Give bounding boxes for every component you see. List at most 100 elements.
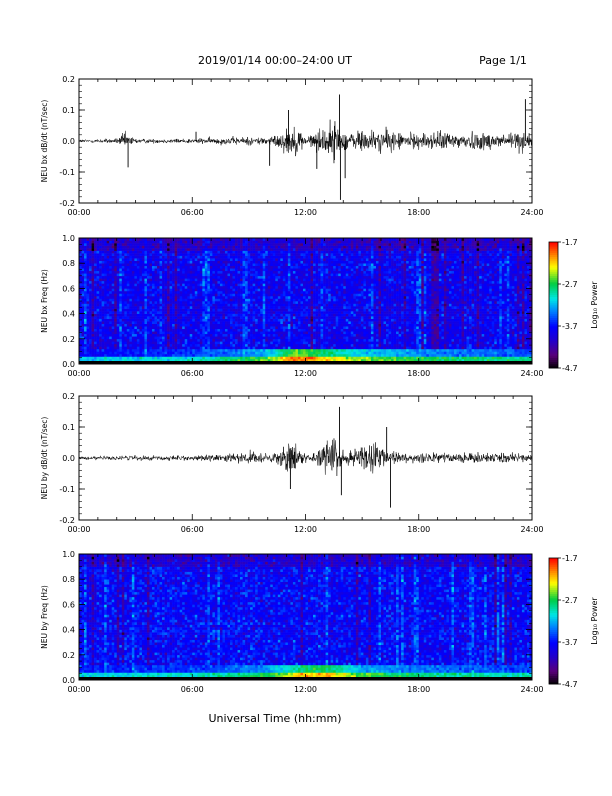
spectrogram-cell (373, 349, 376, 352)
spectrogram-cell (318, 346, 321, 349)
spectrogram-cell (235, 319, 238, 322)
spectrogram-cell (157, 351, 160, 354)
spectrogram-cell (172, 324, 175, 327)
spectrogram-cell (424, 314, 427, 317)
spectrogram-cell (353, 341, 356, 344)
spectrogram-cell (371, 339, 374, 342)
spectrogram-cell (112, 349, 115, 352)
spectrogram-cell (97, 354, 100, 357)
spectrogram-cell (462, 321, 465, 324)
spectrogram-cell (396, 336, 399, 339)
spectrogram-cell (351, 309, 354, 312)
spectrogram-cell (459, 314, 462, 317)
spectrogram-cell (512, 339, 515, 342)
spectrogram-cell (368, 331, 371, 334)
spectrogram-cell (263, 321, 266, 324)
spectrogram-cell (376, 296, 379, 299)
spectrogram-cell (202, 311, 205, 314)
spectrogram-cell (172, 321, 175, 324)
spectrogram-cell (175, 321, 178, 324)
spectrogram-cell (492, 331, 495, 334)
spectrogram-cell (192, 309, 195, 312)
spectrogram-cell (275, 351, 278, 354)
spectrogram-cell (165, 309, 168, 312)
spectrogram-cell (341, 339, 344, 342)
spectrogram-cell (321, 309, 324, 312)
spectrogram-cell (102, 316, 105, 319)
spectrogram-cell (446, 314, 449, 317)
spectrogram-cell (326, 356, 329, 359)
spectrogram-cell (197, 344, 200, 347)
spectrogram-cell (409, 306, 412, 309)
spectrogram-cell (318, 329, 321, 332)
spectrogram-cell (273, 331, 276, 334)
spectrogram-cell (142, 349, 145, 352)
spectrogram-cell (499, 336, 502, 339)
spectrogram-cell (212, 331, 215, 334)
spectrogram-cell (245, 356, 248, 359)
spectrogram-cell (280, 301, 283, 304)
spectrogram-cell (109, 304, 112, 307)
spectrogram-cell (446, 329, 449, 332)
spectrogram-cell (227, 309, 230, 312)
spectrogram-cell (275, 346, 278, 349)
spectrogram-cell (107, 309, 110, 312)
spectrogram-cell (177, 319, 180, 322)
spectrogram-cell (300, 298, 303, 301)
spectrogram-cell (404, 304, 407, 307)
spectrogram-cell (451, 319, 454, 322)
spectrogram-cell (311, 321, 314, 324)
spectrogram-cell (331, 309, 334, 312)
spectrogram-cell (472, 319, 475, 322)
spectrogram-cell (192, 354, 195, 357)
spectrogram-cell (373, 314, 376, 317)
spectrogram-cell (509, 316, 512, 319)
spectrogram-cell (240, 309, 243, 312)
spectrogram-cell (97, 339, 100, 342)
spectrogram-cell (421, 334, 424, 337)
spectrogram-cell (316, 354, 319, 357)
spectrogram-cell (207, 339, 210, 342)
spectrogram-cell (177, 311, 180, 314)
spectrogram-cell (195, 311, 198, 314)
spectrogram-cell (391, 319, 394, 322)
spectrogram-cell (157, 349, 160, 352)
spectrogram-cell (316, 306, 319, 309)
spectrogram-cell (283, 351, 286, 354)
spectrogram-cell (406, 329, 409, 332)
spectrogram-cell (409, 311, 412, 314)
spectrogram-cell (436, 326, 439, 329)
spectrogram-cell (454, 309, 457, 312)
spectrogram-cell (104, 331, 107, 334)
spectrogram-cell (142, 336, 145, 339)
spectrogram-cell (177, 314, 180, 317)
spectrogram-cell (227, 316, 230, 319)
spectrogram-cell (200, 301, 203, 304)
spectrogram-cell (454, 351, 457, 354)
spectrogram-cell (321, 346, 324, 349)
spectrogram-cell (220, 344, 223, 347)
spectrogram-cell (406, 321, 409, 324)
spectrogram-cell (293, 351, 296, 354)
spectrogram-cell (283, 301, 286, 304)
spectrogram-cell (205, 331, 208, 334)
spectrogram-cell (343, 351, 346, 354)
spectrogram-cell (104, 311, 107, 314)
spectrogram-cell (323, 349, 326, 352)
spectrogram-cell (472, 324, 475, 327)
spectrogram-cell (434, 311, 437, 314)
spectrogram-cell (446, 356, 449, 359)
spectrogram-cell (185, 336, 188, 339)
spectrogram-cell (396, 311, 399, 314)
spectrogram-cell (424, 356, 427, 359)
spectrogram-cell (137, 336, 140, 339)
spectrogram-cell (175, 324, 178, 327)
spectrogram-cell (170, 316, 173, 319)
spectrogram-cell (482, 354, 485, 357)
spectrogram-cell (283, 314, 286, 317)
spectrogram-cell (197, 296, 200, 299)
spectrogram-cell (358, 346, 361, 349)
spectrogram-cell (444, 339, 447, 342)
spectrogram-cell (260, 319, 263, 322)
